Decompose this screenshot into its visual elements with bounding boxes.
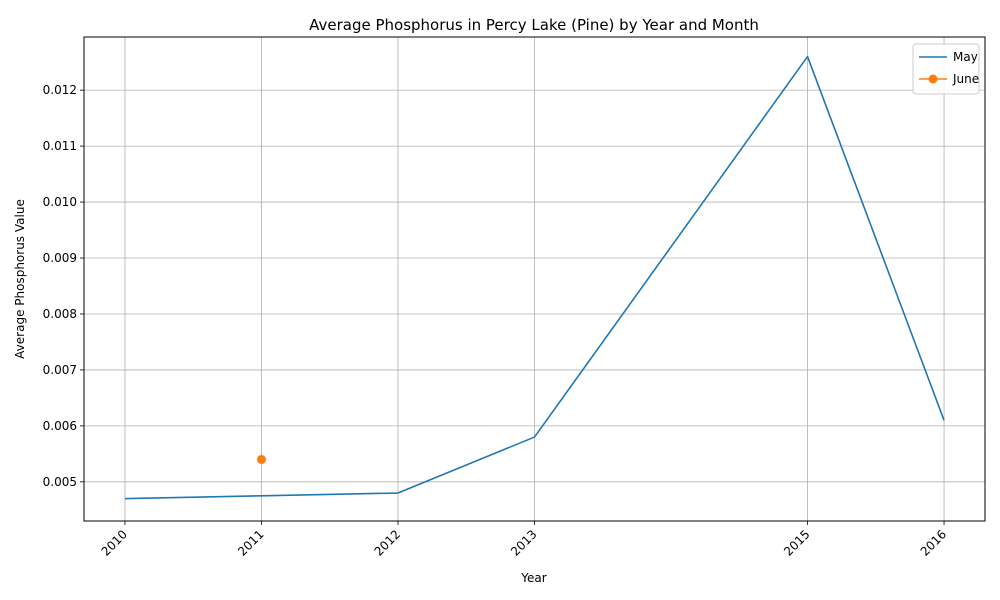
- y-tick-label: 0.006: [43, 419, 77, 433]
- legend-marker-june: [928, 74, 938, 84]
- y-tick-label: 0.010: [43, 195, 77, 209]
- series-layer: [124, 55, 945, 500]
- legend: May June: [912, 43, 980, 95]
- grid-lines: [84, 37, 985, 521]
- y-tick-label: 0.011: [43, 139, 77, 153]
- x-axis-label: Year: [520, 571, 546, 585]
- data-point-june: [256, 454, 266, 464]
- y-tick-label: 0.009: [43, 251, 77, 265]
- y-axis-label: Average Phosphorus Value: [13, 199, 27, 359]
- y-tick-label: 0.008: [43, 307, 77, 321]
- y-tick-label: 0.007: [43, 363, 77, 377]
- legend-label-may: May: [953, 50, 978, 64]
- y-tick-label: 0.012: [43, 83, 77, 97]
- chart-title: Average Phosphorus in Percy Lake (Pine) …: [309, 16, 759, 34]
- legend-label-june: June: [952, 72, 979, 86]
- y-tick-label: 0.005: [43, 475, 77, 489]
- series-line-may: [124, 55, 945, 500]
- y-axis: 0.005 0.006 0.007 0.008 0.009 0.010 0.011 0.012: [43, 83, 84, 489]
